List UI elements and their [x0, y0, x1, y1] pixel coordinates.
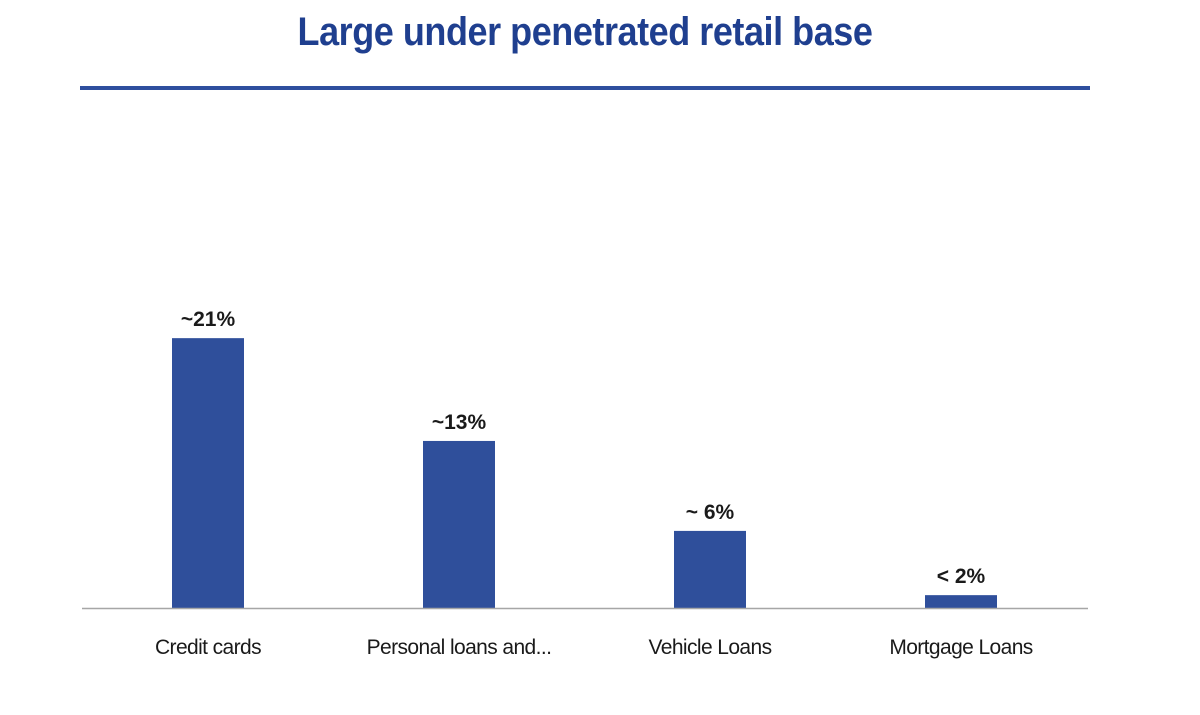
data-label-0: ~21%: [181, 308, 236, 331]
bars-layer: [172, 338, 997, 608]
category-label-2: Vehicle Loans: [649, 636, 772, 659]
bar-3: [925, 595, 997, 608]
bar-2: [674, 530, 746, 608]
category-label-3: Mortgage Loans: [889, 636, 1032, 659]
data-labels-layer: ~21% ~13% ~ 6% < 2%: [181, 308, 986, 588]
category-label-1: Personal loans and...: [367, 636, 552, 659]
page-title: Large under penetrated retail base: [297, 10, 873, 54]
title-underline: [80, 86, 1090, 90]
category-labels-layer: Credit cards Personal loans and... Vehicle…: [155, 636, 1033, 659]
bar-1: [423, 440, 495, 608]
data-label-2: ~ 6%: [686, 501, 735, 524]
category-label-0: Credit cards: [155, 636, 261, 659]
data-label-1: ~13%: [432, 411, 487, 434]
data-label-3: < 2%: [937, 565, 986, 588]
bar-0: [172, 338, 244, 608]
